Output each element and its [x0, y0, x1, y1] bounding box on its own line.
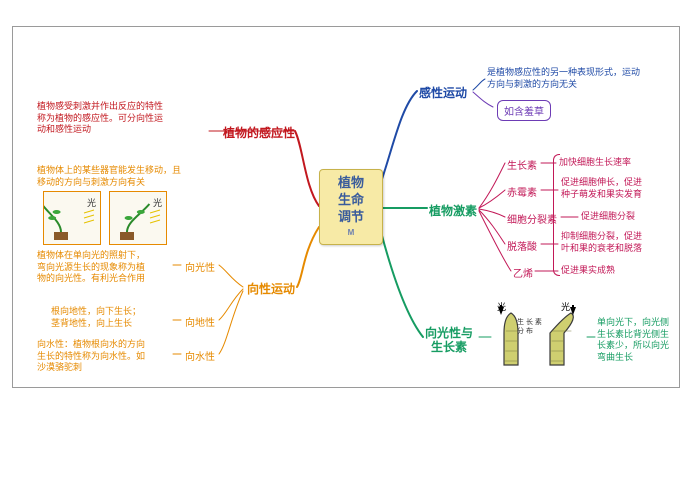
node-hydrotrop[interactable]: 向水性 — [185, 348, 215, 363]
node-mimosa[interactable]: 如含羞草 — [497, 100, 551, 121]
node-ga[interactable]: 赤霉素 — [507, 184, 537, 199]
note-lightLabelR: 光 — [561, 302, 570, 314]
center-topic[interactable]: 植物生命调节 M — [319, 169, 383, 245]
node-sensRoot[interactable]: 植物的感应性 — [223, 124, 295, 141]
node-tropRoot[interactable]: 向性运动 — [247, 280, 295, 297]
node-aba[interactable]: 脱落酸 — [507, 238, 537, 253]
node-photoAuxRoot[interactable]: 向光性与生长素 — [425, 327, 473, 355]
note-photoAuxNote: 单向光下，向光侧生长素比背光侧生长素少，所以向光弯曲生长 — [597, 317, 691, 364]
node-phototrop[interactable]: 向光性 — [185, 259, 215, 274]
note-sensNote: 植物感受刺激并作出反应的特性称为植物的感应性。可分向性运动和感性运动 — [37, 101, 207, 136]
note-nasticNote: 是植物感应性的另一种表现形式，运动方向与刺激的方向无关 — [487, 67, 673, 90]
note-phototropNote: 植物体在单向光的照射下，弯向光源生长的现象称为植物的向光性。有利光合作用 — [37, 250, 177, 285]
node-geotrop[interactable]: 向地性 — [185, 314, 215, 329]
mindmap-canvas: 植物生命调节 M 植物的感应性植物感受刺激并作出反应的特性称为植物的感应性。可分… — [0, 0, 692, 500]
note-gaTxt: 促进细胞伸长，促进种子萌发和果实发育 — [561, 177, 671, 200]
note-hydrotropNote: 向水性：植物根向水的方向生长的特性称为向水性。如沙漠骆驼刺 — [37, 339, 177, 374]
note-abaTxt: 抑制细胞分裂，促进叶和果的衰老和脱落 — [561, 231, 671, 254]
note-tropNote: 植物体上的某些器官能发生移动，且移动的方向与刺激方向有关 — [37, 165, 217, 188]
node-cyto[interactable]: 细胞分裂素 — [507, 211, 557, 226]
node-hormRoot[interactable]: 植物激素 — [429, 202, 477, 219]
node-eth[interactable]: 乙烯 — [513, 265, 533, 280]
diagram-frame: 植物生命调节 M 植物的感应性植物感受刺激并作出反应的特性称为植物的感应性。可分… — [12, 26, 680, 388]
note-auxinDist: 生 长 素分 布 — [517, 318, 542, 336]
note-auxinTxt: 加快细胞生长速率 — [559, 157, 631, 169]
center-topic-icon: M — [348, 228, 355, 238]
node-auxin[interactable]: 生长素 — [507, 157, 537, 172]
node-nasticRoot[interactable]: 感性运动 — [419, 84, 467, 101]
note-geotropNote: 根向地性，向下生长；茎背地性，向上生长 — [51, 306, 169, 329]
note-cytoTxt: 促进细胞分裂 — [581, 211, 635, 223]
note-ethTxt: 促进果实成熟 — [561, 265, 615, 277]
note-lightLabelL: 光 — [497, 302, 506, 314]
center-topic-label: 植物生命调节 — [338, 175, 364, 226]
